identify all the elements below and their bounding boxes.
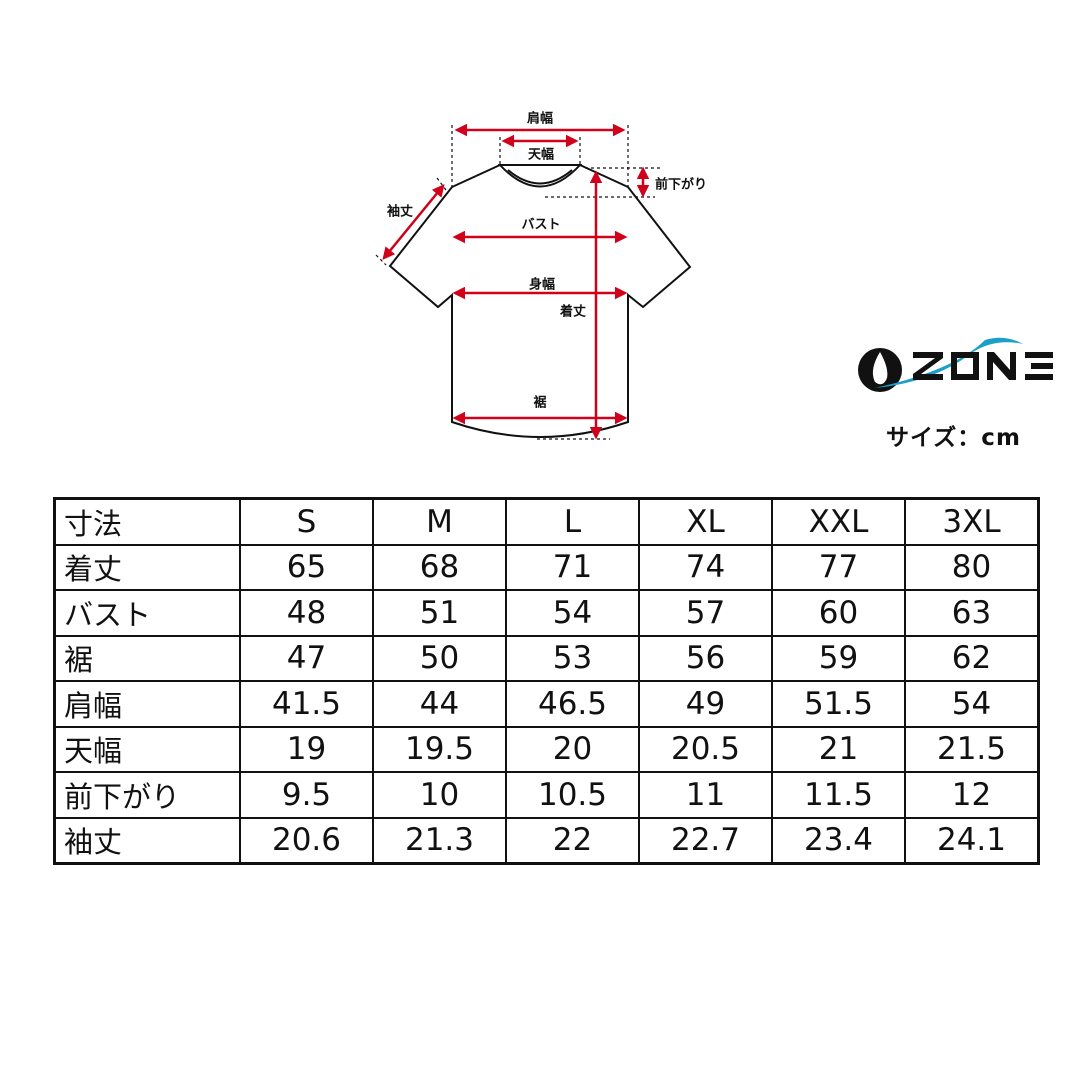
value-cell: 63	[904, 589, 1040, 637]
value-cell: 19	[239, 725, 374, 773]
value-cell: 53	[505, 634, 640, 682]
value-cell: 68	[372, 543, 507, 591]
value-cell: 49	[638, 680, 773, 728]
value-cell: 21.3	[372, 816, 507, 865]
header-cell: S	[239, 497, 374, 546]
row-label-cell: 袖丈	[53, 816, 241, 865]
row-label-cell: 着丈	[53, 543, 241, 591]
value-cell: 22.7	[638, 816, 773, 865]
header-cell: XXL	[771, 497, 906, 546]
value-cell: 11	[638, 771, 773, 819]
value-cell: 10.5	[505, 771, 640, 819]
value-cell: 20.5	[638, 725, 773, 773]
row-label-cell: 裾	[53, 634, 241, 682]
value-cell: 44	[372, 680, 507, 728]
value-cell: 60	[771, 589, 906, 637]
value-cell: 11.5	[771, 771, 906, 819]
value-cell: 80	[904, 543, 1040, 591]
header-cell: M	[372, 497, 507, 546]
value-cell: 24.1	[904, 816, 1040, 865]
row-label-cell: バスト	[53, 589, 241, 637]
value-cell: 59	[771, 634, 906, 682]
value-cell: 21.5	[904, 725, 1040, 773]
value-cell: 19.5	[372, 725, 507, 773]
size-table: 寸法 S M L XL XXL 3XL 着丈 65 68 71 74 77 80 バスト 48 5…	[53, 497, 1040, 865]
table-header-row: 寸法 S M L XL XXL 3XL	[53, 497, 1040, 546]
value-cell: 54	[904, 680, 1040, 728]
value-cell: 21	[771, 725, 906, 773]
value-cell: 57	[638, 589, 773, 637]
value-cell: 65	[239, 543, 374, 591]
guide-lines	[375, 125, 662, 440]
row-label-cell: 天幅	[53, 725, 241, 773]
sleeve-arrow	[382, 184, 445, 260]
value-cell: 77	[771, 543, 906, 591]
value-cell: 20	[505, 725, 640, 773]
value-cell: 9.5	[239, 771, 374, 819]
value-cell: 10	[372, 771, 507, 819]
unit-label: サイズ：cm	[886, 425, 1021, 451]
value-cell: 74	[638, 543, 773, 591]
label-hem: 裾	[533, 395, 547, 411]
label-shoulder: 肩幅	[526, 111, 554, 127]
table-row: 天幅 19 19.5 20 20.5 21 21.5	[53, 725, 1040, 773]
label-body-width: 身幅	[528, 277, 556, 293]
value-cell: 51.5	[771, 680, 906, 728]
table-row: 着丈 65 68 71 74 77 80	[53, 543, 1040, 591]
table-row: 袖丈 20.6 21.3 22 22.7 23.4 24.1	[53, 816, 1040, 865]
tshirt-measurement-diagram	[375, 123, 692, 440]
measurement-arrows	[382, 123, 650, 440]
label-front-drop: 前下がり	[654, 177, 708, 193]
value-cell: 22	[505, 816, 640, 865]
value-cell: 56	[638, 634, 773, 682]
value-cell: 51	[372, 589, 507, 637]
label-length: 着丈	[559, 304, 587, 320]
header-cell: XL	[638, 497, 773, 546]
label-bust: バスト	[521, 217, 561, 233]
row-label-cell: 前下がり	[53, 771, 241, 819]
table-row: バスト 48 51 54 57 60 63	[53, 589, 1040, 637]
value-cell: 47	[239, 634, 374, 682]
value-cell: 48	[239, 589, 374, 637]
value-cell: 20.6	[239, 816, 374, 865]
header-cell: L	[505, 497, 640, 546]
label-sleeve: 袖丈	[386, 204, 414, 220]
value-cell: 71	[505, 543, 640, 591]
header-cell: 3XL	[904, 497, 1040, 546]
row-label-cell: 肩幅	[53, 680, 241, 728]
value-cell: 46.5	[505, 680, 640, 728]
label-neck-width: 天幅	[527, 147, 555, 163]
table-row: 裾 47 50 53 56 59 62	[53, 634, 1040, 682]
tshirt-outline	[388, 164, 692, 438]
value-cell: 41.5	[239, 680, 374, 728]
ozone-logo	[858, 337, 1053, 392]
value-cell: 62	[904, 634, 1040, 682]
table-row: 前下がり 9.5 10 10.5 11 11.5 12	[53, 771, 1040, 819]
value-cell: 50	[372, 634, 507, 682]
value-cell: 23.4	[771, 816, 906, 865]
table-row: 肩幅 41.5 44 46.5 49 51.5 54	[53, 680, 1040, 728]
value-cell: 12	[904, 771, 1040, 819]
header-cell: 寸法	[53, 497, 241, 546]
value-cell: 54	[505, 589, 640, 637]
